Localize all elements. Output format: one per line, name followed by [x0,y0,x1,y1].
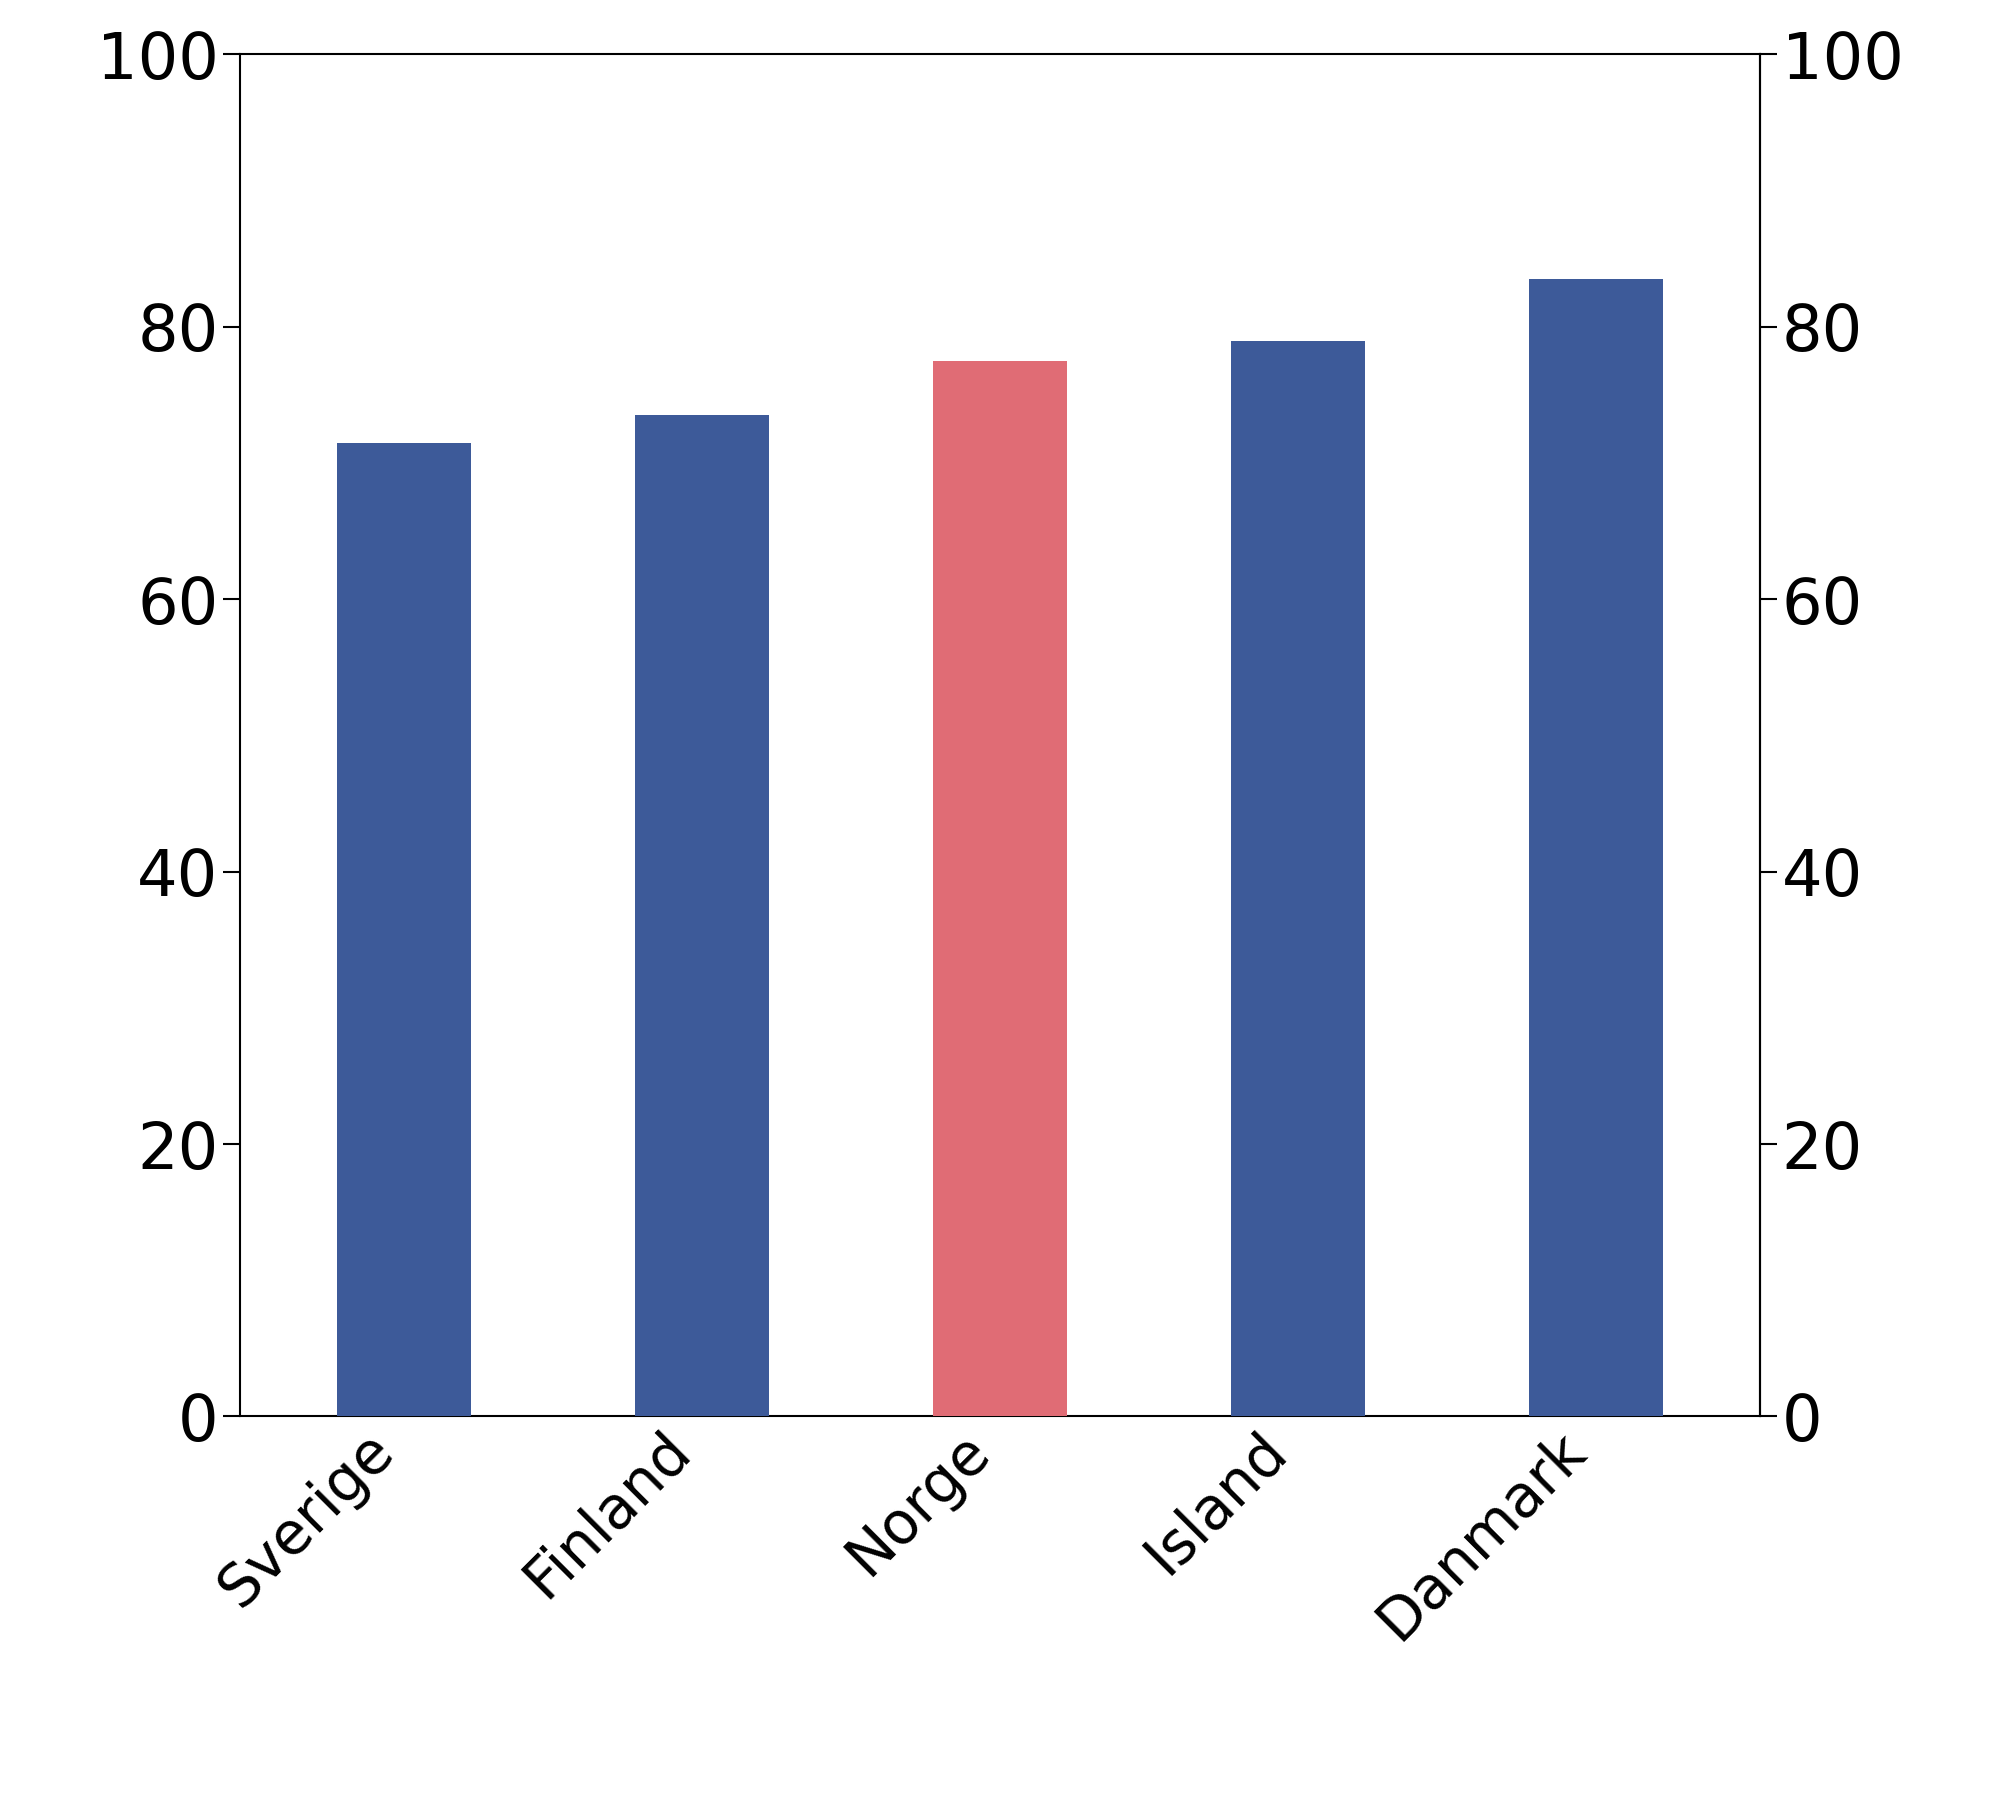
Bar [1230,340,1366,1416]
Bar [932,361,1068,1416]
Bar [1530,280,1664,1416]
Bar [336,443,470,1416]
Bar [634,416,770,1416]
